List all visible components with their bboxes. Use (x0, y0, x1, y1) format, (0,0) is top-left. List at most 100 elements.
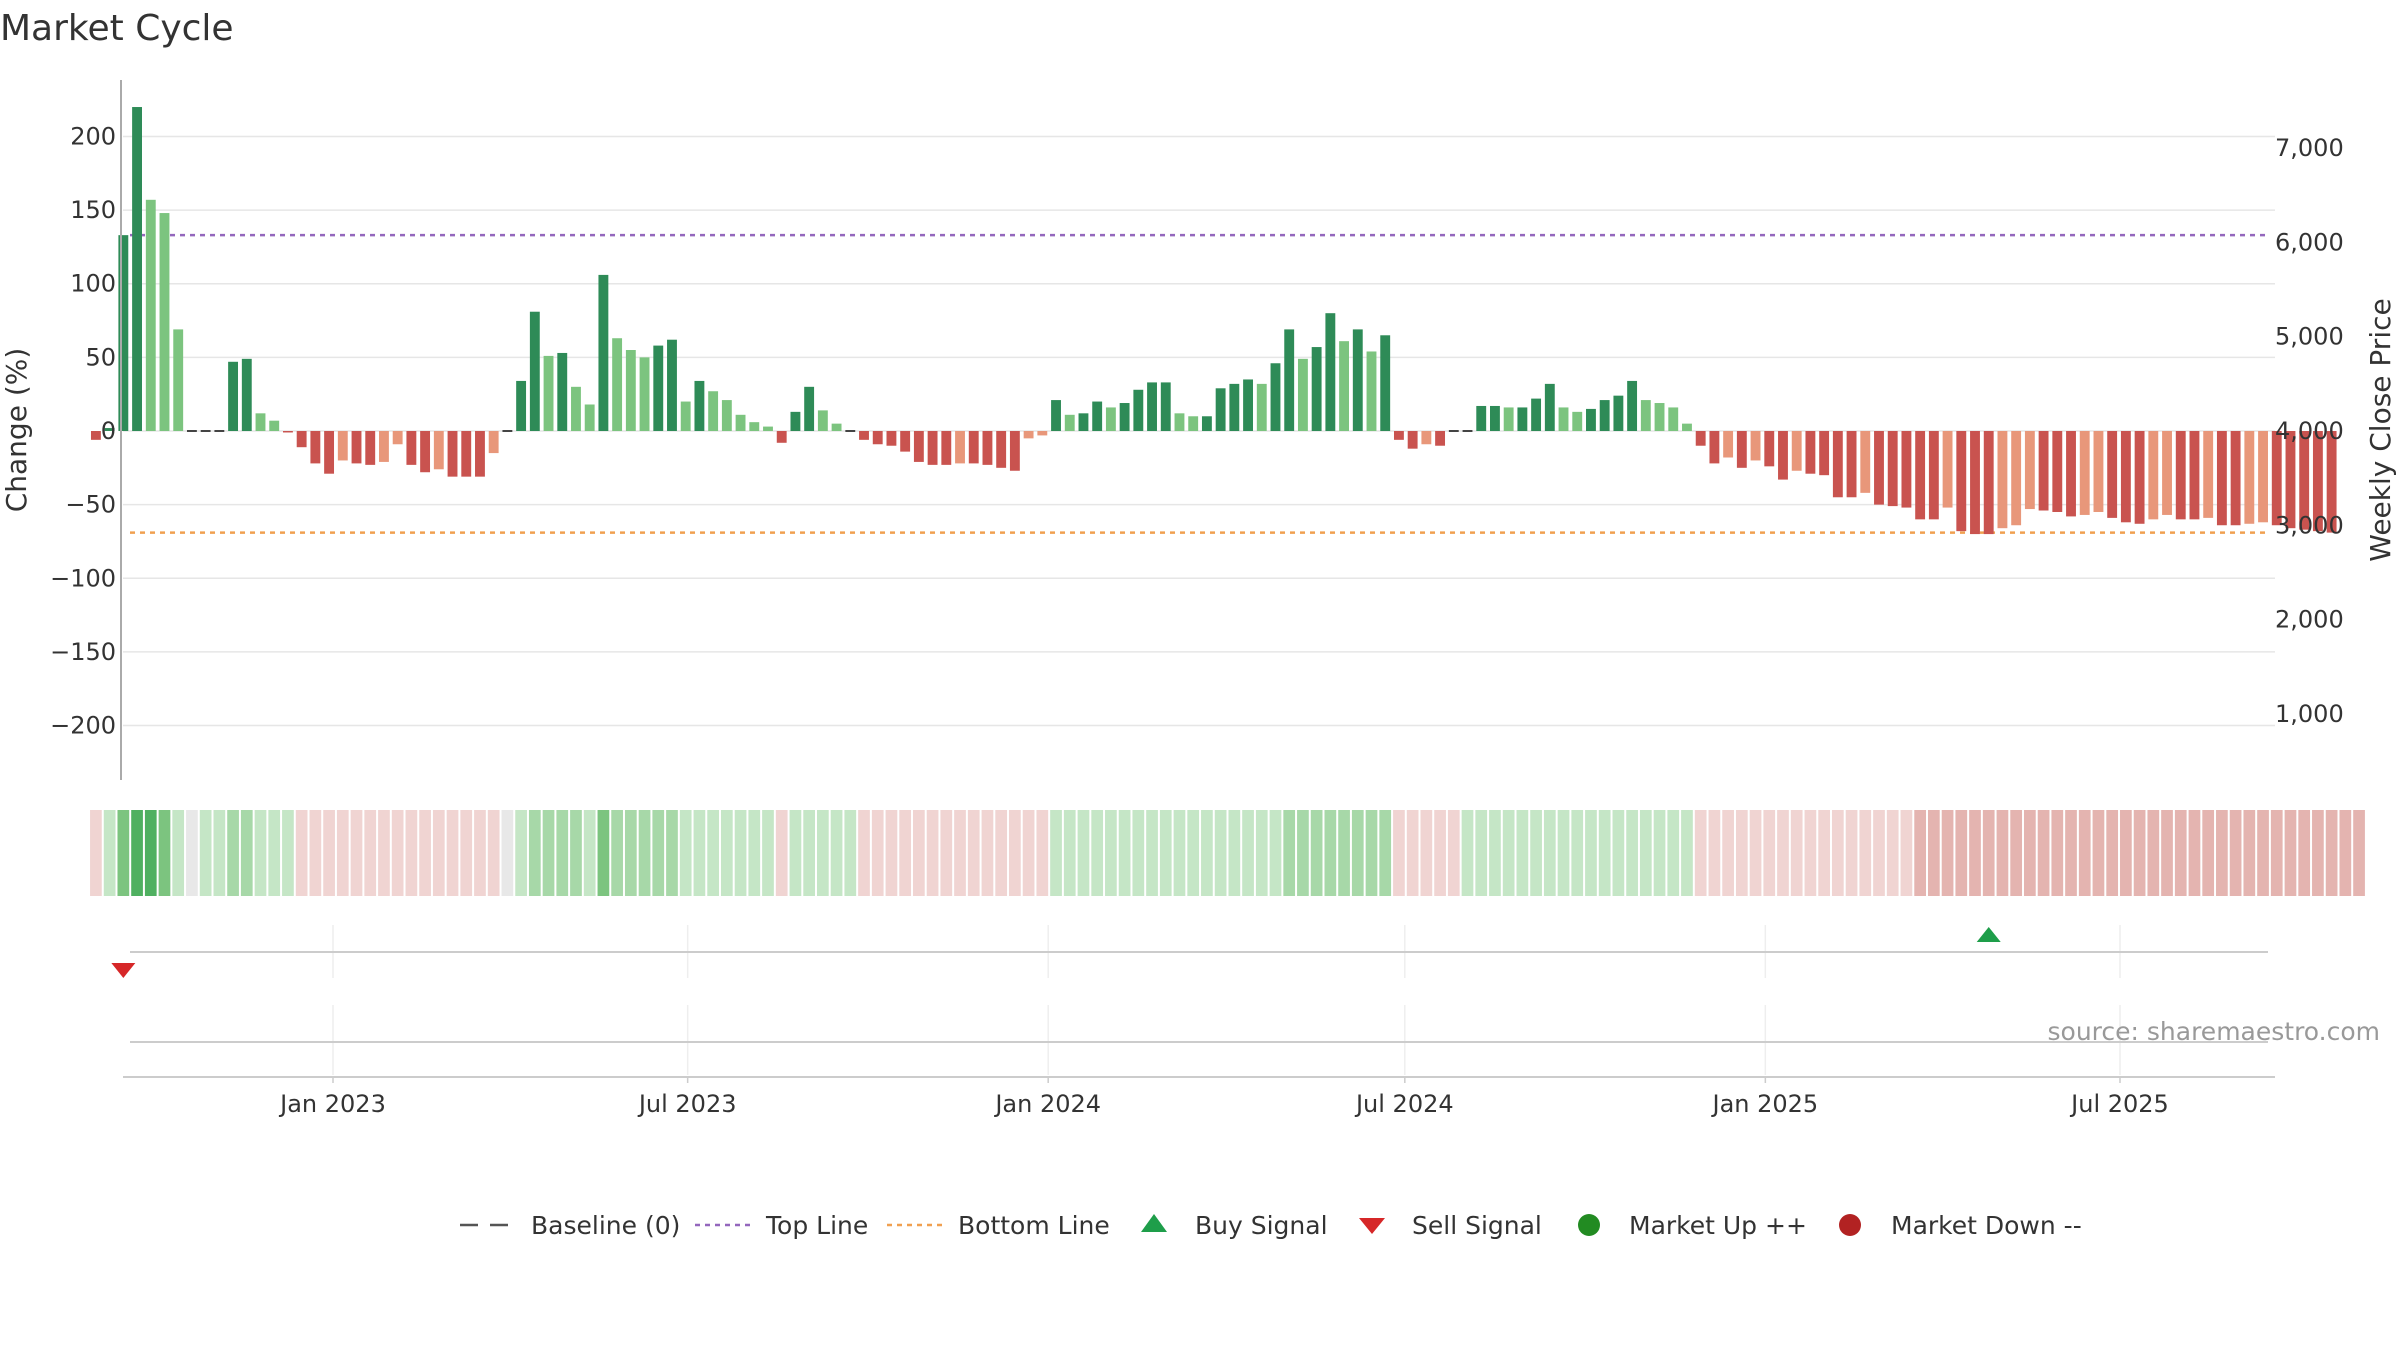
band-cell (391, 810, 404, 896)
band-cell (2229, 810, 2242, 896)
bar (1311, 347, 1322, 431)
band-cell (1132, 810, 1145, 896)
bar (2299, 431, 2310, 530)
band-cell (652, 810, 665, 896)
band-cell (1187, 810, 1200, 896)
bar (145, 199, 156, 431)
bar (1613, 395, 1624, 431)
bar (447, 431, 458, 477)
band-cell (707, 810, 719, 896)
bars-layer (90, 107, 2337, 535)
band-cell (1201, 810, 1213, 896)
y2-tick-label: 2,000 (2275, 606, 2344, 634)
band-cell (597, 810, 610, 896)
bar (1915, 431, 1926, 520)
band-cell (1914, 810, 1926, 896)
bar (1325, 313, 1336, 431)
band-cell (378, 810, 390, 896)
bar (461, 431, 472, 477)
bar (2024, 431, 2035, 510)
bar (1791, 431, 1802, 471)
bar (1654, 403, 1665, 431)
bar (2271, 431, 2282, 526)
bar (1009, 431, 1020, 471)
bar (1215, 388, 1226, 431)
band-cell (1845, 810, 1858, 896)
bar (2162, 431, 2172, 515)
bar (790, 411, 801, 431)
bar (694, 380, 705, 431)
bar (1421, 431, 1432, 445)
band-cell (1324, 810, 1337, 896)
bar (1147, 382, 1157, 431)
chart-title: Market Cycle (0, 8, 234, 49)
bar (392, 431, 403, 445)
band-cell (1530, 810, 1542, 896)
y-tick-label: 50 (85, 343, 116, 371)
bar (2326, 431, 2337, 533)
bar (639, 357, 650, 431)
band-cell (1447, 810, 1460, 896)
y-tick-label: −50 (65, 491, 116, 519)
bar (1586, 408, 1596, 431)
band-cell (2216, 810, 2228, 896)
band-cell (775, 810, 788, 896)
bar (680, 401, 691, 431)
band-cell (666, 810, 678, 896)
bar (1695, 431, 1706, 446)
bar (173, 329, 184, 431)
bar (1778, 431, 1788, 480)
bar (296, 431, 307, 448)
band-cell (1379, 810, 1392, 896)
bar (721, 400, 732, 431)
band-cell (1763, 810, 1776, 896)
bar (1874, 431, 1884, 505)
band-cell (1310, 810, 1323, 896)
bar (2216, 431, 2227, 526)
band-cell (1996, 810, 2009, 896)
band-cell (2298, 810, 2311, 896)
band-cell (1475, 810, 1488, 896)
band-cell (2339, 810, 2352, 896)
y2-tick-label: 6,000 (2275, 228, 2344, 256)
y-axis-ticks: 200 150 100 50 0 −50 −100 −150 −200 (50, 122, 116, 739)
band-cell (858, 810, 870, 896)
x-tick-label: Jan 2025 (1710, 1090, 1818, 1118)
bar (872, 431, 883, 445)
band-cell (186, 810, 198, 896)
band-cell (967, 810, 980, 896)
bar (516, 380, 527, 431)
band-cell (734, 810, 747, 896)
band-cell (1900, 810, 1913, 896)
band-cell (1969, 810, 1981, 896)
band-cell (1612, 810, 1625, 896)
band-cell (268, 810, 281, 896)
bar (913, 431, 924, 462)
band-cell (1489, 810, 1501, 896)
band-cell (570, 810, 582, 896)
band-cell (940, 810, 953, 896)
bar (831, 423, 842, 431)
bar (1064, 414, 1075, 431)
band-cell (144, 810, 157, 896)
band-cell (1338, 810, 1350, 896)
bar (420, 431, 431, 473)
bar (571, 386, 581, 431)
band-cell (899, 810, 912, 896)
bar (433, 431, 444, 470)
bar (1723, 431, 1734, 458)
band-cell (172, 810, 185, 896)
bar (1174, 413, 1185, 431)
band-cell (309, 810, 322, 896)
band-cell (1886, 810, 1899, 896)
x-tick-label: Jul 2025 (2069, 1090, 2169, 1118)
reference-lines (130, 233, 2268, 534)
band-cell (240, 810, 253, 896)
band-cell (1955, 810, 1968, 896)
y2-tick-label: 3,000 (2275, 511, 2344, 539)
bar (598, 274, 609, 431)
band-cell (720, 810, 733, 896)
bar (900, 431, 911, 452)
bar (996, 431, 1007, 468)
band-cell (611, 810, 623, 896)
